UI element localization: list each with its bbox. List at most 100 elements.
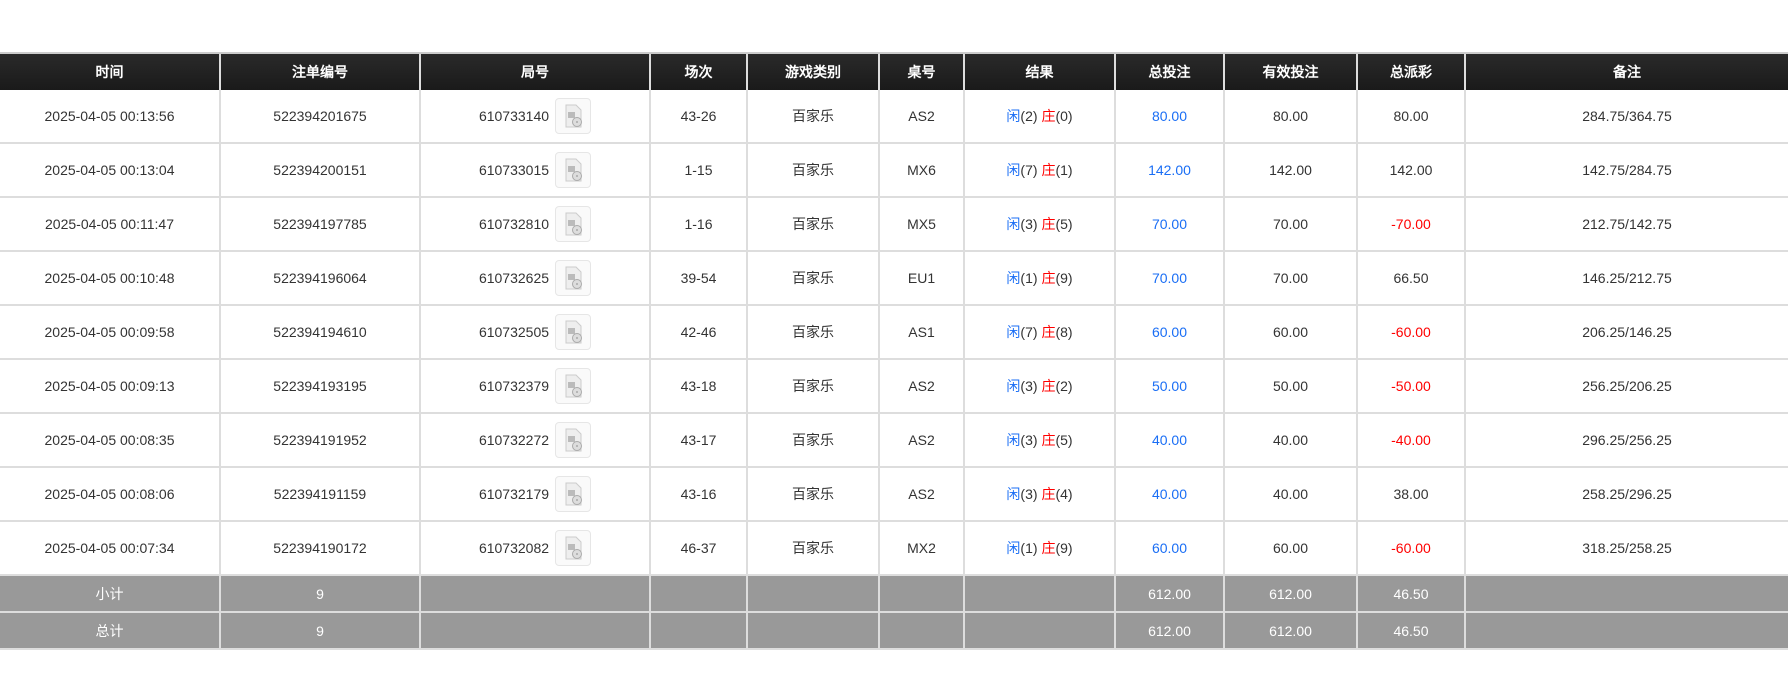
player-score: (3) xyxy=(1020,216,1038,232)
empty-cell xyxy=(746,612,880,650)
table-row: 2025-04-05 00:09:58 522394194610 6107325… xyxy=(0,305,1788,360)
col-bet-id: 注单编号 xyxy=(219,52,420,90)
valid-bet-cell: 80.00 xyxy=(1223,90,1358,144)
total-bet-cell: 80.00 xyxy=(1114,90,1225,144)
round-cell: 610733015 xyxy=(419,143,651,198)
table-row: 2025-04-05 00:07:34 522394190172 6107320… xyxy=(0,521,1788,576)
banker-score: (9) xyxy=(1055,540,1073,556)
game-cell: 百家乐 xyxy=(746,467,880,522)
col-valid-bet: 有效投注 xyxy=(1223,52,1357,90)
video-file-icon[interactable] xyxy=(555,98,592,134)
shoe-cell: 43-26 xyxy=(649,90,748,144)
bet-id-cell: 522394200151 xyxy=(219,143,421,198)
banker-score: (5) xyxy=(1055,216,1073,232)
round-number: 610732625 xyxy=(478,270,550,286)
player-label: 闲 xyxy=(1006,324,1021,340)
result-cell: 闲(1) 庄(9) xyxy=(963,521,1116,576)
payout-cell: -60.00 xyxy=(1356,305,1466,360)
game-cell: 百家乐 xyxy=(746,413,880,468)
empty-cell xyxy=(878,612,965,650)
video-file-icon[interactable] xyxy=(555,314,592,350)
subtotal-row: 小计 9 612.00 612.00 46.50 xyxy=(0,575,1788,613)
time-cell: 2025-04-05 00:08:06 xyxy=(0,467,221,522)
table-row: 2025-04-05 00:13:56 522394201675 6107331… xyxy=(0,90,1788,144)
banker-label: 庄 xyxy=(1041,324,1056,340)
shoe-cell: 43-16 xyxy=(649,467,748,522)
banker-label: 庄 xyxy=(1041,486,1056,502)
banker-label: 庄 xyxy=(1041,270,1056,286)
player-label: 闲 xyxy=(1006,540,1021,556)
empty-cell xyxy=(1464,612,1788,650)
round-number: 610732379 xyxy=(478,378,550,394)
bet-id-cell: 522394201675 xyxy=(219,90,421,144)
col-round: 局号 xyxy=(419,52,650,90)
table-cell: MX5 xyxy=(878,197,965,252)
round-number: 610732082 xyxy=(478,540,550,556)
table-row: 2025-04-05 00:09:13 522394193195 6107323… xyxy=(0,359,1788,414)
video-file-icon[interactable] xyxy=(555,422,592,458)
player-score: (3) xyxy=(1020,432,1038,448)
video-file-icon[interactable] xyxy=(555,206,592,242)
banker-label: 庄 xyxy=(1041,108,1056,124)
round-cell: 610733140 xyxy=(419,90,651,144)
payout-cell: 142.00 xyxy=(1356,143,1466,198)
valid-bet-cell: 40.00 xyxy=(1223,413,1358,468)
banker-score: (5) xyxy=(1055,432,1073,448)
note-cell: 206.25/146.25 xyxy=(1464,305,1788,360)
banker-score: (8) xyxy=(1055,324,1073,340)
banker-label: 庄 xyxy=(1041,432,1056,448)
table-cell: MX2 xyxy=(878,521,965,576)
total-bet-cell: 40.00 xyxy=(1114,467,1225,522)
payout-cell: 66.50 xyxy=(1356,251,1466,306)
valid-bet-cell: 50.00 xyxy=(1223,359,1358,414)
empty-cell xyxy=(963,612,1116,650)
banker-label: 庄 xyxy=(1041,162,1056,178)
empty-cell xyxy=(1464,575,1788,613)
time-cell: 2025-04-05 00:09:13 xyxy=(0,359,221,414)
note-cell: 256.25/206.25 xyxy=(1464,359,1788,414)
shoe-cell: 1-15 xyxy=(649,143,748,198)
payout-cell: -40.00 xyxy=(1356,413,1466,468)
game-cell: 百家乐 xyxy=(746,90,880,144)
round-number: 610732179 xyxy=(478,486,550,502)
empty-cell xyxy=(419,575,651,613)
shoe-cell: 43-18 xyxy=(649,359,748,414)
player-label: 闲 xyxy=(1006,270,1021,286)
subtotal-valid-bet: 612.00 xyxy=(1223,575,1358,613)
note-cell: 212.75/142.75 xyxy=(1464,197,1788,252)
time-cell: 2025-04-05 00:10:48 xyxy=(0,251,221,306)
video-file-icon[interactable] xyxy=(555,260,592,296)
game-cell: 百家乐 xyxy=(746,197,880,252)
note-cell: 318.25/258.25 xyxy=(1464,521,1788,576)
round-cell: 610732272 xyxy=(419,413,651,468)
note-cell: 258.25/296.25 xyxy=(1464,467,1788,522)
payout-cell: 80.00 xyxy=(1356,90,1466,144)
bet-id-cell: 522394190172 xyxy=(219,521,421,576)
round-number: 610732272 xyxy=(478,432,550,448)
video-file-icon[interactable] xyxy=(555,368,592,404)
table-row: 2025-04-05 00:13:04 522394200151 6107330… xyxy=(0,143,1788,198)
total-bet-cell: 50.00 xyxy=(1114,359,1225,414)
game-cell: 百家乐 xyxy=(746,305,880,360)
player-label: 闲 xyxy=(1006,216,1021,232)
valid-bet-cell: 70.00 xyxy=(1223,197,1358,252)
subtotal-count: 9 xyxy=(219,575,421,613)
shoe-cell: 1-16 xyxy=(649,197,748,252)
col-time: 时间 xyxy=(0,52,220,90)
bet-id-cell: 522394191159 xyxy=(219,467,421,522)
round-number: 610733140 xyxy=(478,108,550,124)
payout-cell: -70.00 xyxy=(1356,197,1466,252)
video-file-icon[interactable] xyxy=(555,476,592,512)
subtotal-payout: 46.50 xyxy=(1356,575,1466,613)
round-cell: 610732625 xyxy=(419,251,651,306)
video-file-icon[interactable] xyxy=(555,530,592,566)
total-bet-cell: 60.00 xyxy=(1114,521,1225,576)
bet-id-cell: 522394191952 xyxy=(219,413,421,468)
subtotal-total-bet: 612.00 xyxy=(1114,575,1225,613)
player-label: 闲 xyxy=(1006,108,1021,124)
col-table: 桌号 xyxy=(878,52,964,90)
round-cell: 610732082 xyxy=(419,521,651,576)
video-file-icon[interactable] xyxy=(555,152,592,188)
player-score: (7) xyxy=(1020,162,1038,178)
note-cell: 142.75/284.75 xyxy=(1464,143,1788,198)
